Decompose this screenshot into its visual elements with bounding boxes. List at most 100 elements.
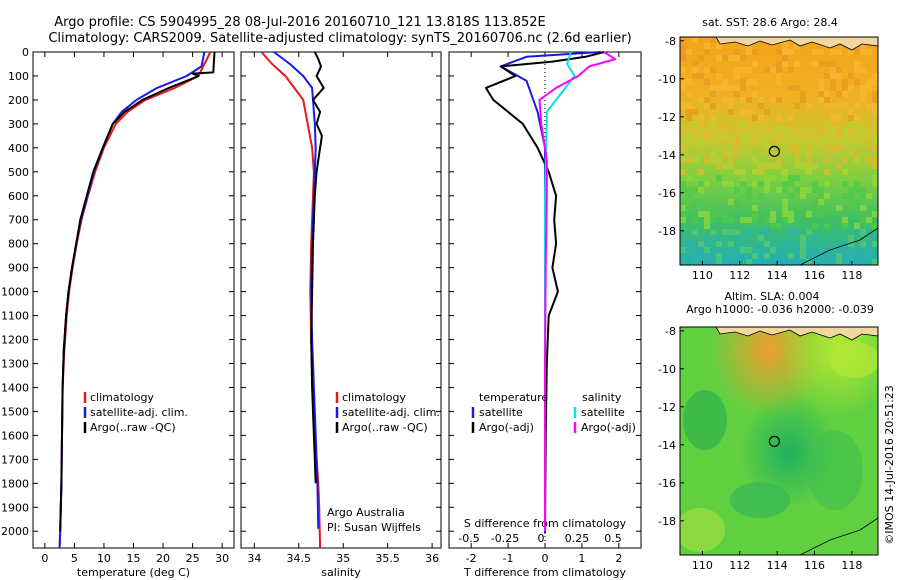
s-tick-label: -0.25 [491,532,519,545]
x-tick-label: 5 [71,552,78,565]
map-x-tick-label: 118 [841,269,862,282]
legend-label: Argo(-adj) [479,421,534,434]
figure-title-line1: Argo profile: CS 5904995_28 08-Jul-2016 … [54,15,545,30]
x-tick-label: 0 [41,552,48,565]
sla-map-frame [679,326,879,556]
sla-map: Altim. SLA: 0.004 Argo h1000: -0.036 h20… [658,290,879,572]
sst-map-title: sat. SST: 28.6 Argo: 28.4 [702,16,838,29]
depth-tick-label: 200 [8,94,29,107]
legend-header-salinity: salinity [582,391,622,404]
imos-timestamp: ©IMOS 14-Jul-2016 20:51:23 [883,385,896,545]
legend-label: satellite [479,406,523,419]
legend-label: Argo(-adj) [581,421,636,434]
s-tick-label: 0.5 [604,532,622,545]
depth-tick-label: 1600 [1,429,29,442]
legend-label: climatology [342,391,406,404]
map-y-tick-label: -16 [658,477,676,490]
x-axis-label: salinity [321,566,361,579]
legend-label: satellite [581,406,625,419]
depth-tick-label: 700 [8,214,29,227]
depth-tick-label: 600 [8,190,29,203]
sst-map: sat. SST: 28.6 Argo: 28.4 -8 -10 -12 -14 -16… [658,16,879,282]
x-tick-label: 20 [156,552,170,565]
legend-header-temperature: temperature [479,391,548,404]
map-x-tick-label: 118 [841,559,862,572]
argo-float-marker [768,435,780,447]
panel-frame [240,51,442,549]
map-y-tick-label: -12 [658,401,676,414]
depth-tick-label: 300 [8,118,29,131]
map-y-tick-label: -8 [665,35,676,48]
depth-tick-label: 900 [8,262,29,275]
depth-tick-label: 0 [22,46,29,59]
x-tick-label: 30 [215,552,229,565]
map-y-tick-label: -18 [658,225,676,238]
series-satellite-t- [499,51,601,534]
map-x-tick-label: 114 [767,559,788,572]
x-tick-label: 36 [425,552,439,565]
series-argo-raw-qc- [59,51,216,532]
series-satellite-s- [544,51,576,532]
map-y-tick-label: -14 [658,149,676,162]
depth-tick-label: 1700 [1,453,29,466]
panel-frame [32,51,235,549]
series-argo-raw-qc- [310,51,325,484]
map-x-tick-label: 112 [729,269,750,282]
legend-label: Argo(..raw -QC) [90,421,176,434]
panel-temperature: 0100200300400500600700800900100011001200… [1,46,235,579]
sst-coastline-java [715,36,879,51]
s-tick-label: 0 [538,532,545,545]
series-argo-adj-s- [538,51,617,532]
x-tick-label: 35 [336,552,350,565]
x-tick-label: -1 [503,552,514,565]
depth-tick-label: 1300 [1,357,29,370]
map-x-tick-label: 116 [804,559,825,572]
map-y-tick-label: -16 [658,187,676,200]
argo-float-marker [768,145,780,157]
annotation-argo-australia: Argo Australia [327,506,405,519]
series-argo-adj-t- [484,51,605,532]
panel-difference: -2 -1 0 1 2T difference from climatology -0.5… [448,51,642,579]
sst-heatmap-cells [680,37,878,265]
s-tick-label: -0.5 [458,532,479,545]
sla-coastline-java [715,326,879,341]
map-x-tick-label: 110 [692,269,713,282]
x-tick-label: 2 [615,552,622,565]
legend-label: satellite-adj. clim. [342,406,440,419]
depth-tick-label: 1400 [1,381,29,394]
legend-label: satellite-adj. clim. [90,406,188,419]
depth-tick-label: 400 [8,142,29,155]
map-x-tick-label: 114 [767,269,788,282]
s-tick-label: 0.25 [565,532,590,545]
x-axis-label: temperature (deg C) [77,566,190,579]
x-tick-label: 34 [247,552,261,565]
map-x-tick-label: 112 [729,559,750,572]
depth-tick-label: 1500 [1,405,29,418]
depth-tick-label: 1100 [1,310,29,323]
x-tick-label: 25 [186,552,200,565]
map-y-tick-label: -10 [658,363,676,376]
sla-map-title: Altim. SLA: 0.004 [724,290,819,303]
panel-salinity: 34 34.5 35 35.5 36 salinity climatology satelli… [240,51,442,579]
map-y-tick-label: -12 [658,111,676,124]
x-axis-label: T difference from climatology [463,566,626,579]
annotation-pi: PI: Susan Wijffels [327,521,421,534]
legend-label: Argo(..raw -QC) [342,421,428,434]
depth-tick-label: 2000 [1,525,29,538]
map-y-tick-label: -8 [665,325,676,338]
sla-heatmap-features [680,327,878,555]
depth-tick-label: 500 [8,166,29,179]
depth-tick-label: 1200 [1,334,29,347]
figure-title-line2: Climatology: CARS2009. Satellite-adjuste… [48,31,631,46]
x-tick-label: 10 [97,552,111,565]
legend-label: climatology [90,391,154,404]
x-tick-label: -2 [466,552,477,565]
map-x-tick-label: 110 [692,559,713,572]
depth-tick-label: 1000 [1,286,29,299]
x-tick-label: 0 [542,552,549,565]
depth-tick-label: 800 [8,238,29,251]
depth-tick-label: 1800 [1,477,29,490]
map-y-tick-label: -18 [658,515,676,528]
sst-map-frame [679,36,879,266]
